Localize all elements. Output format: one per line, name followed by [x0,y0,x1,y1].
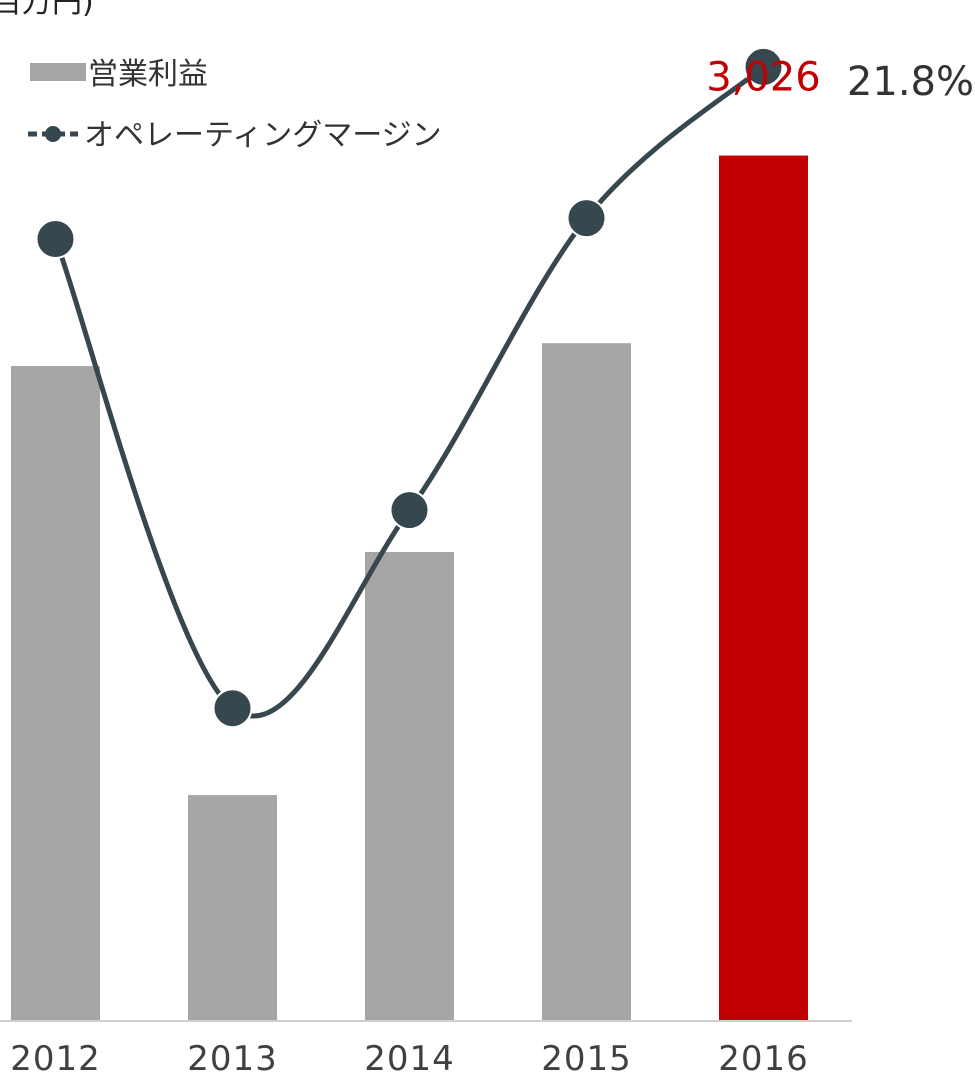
margin-point-2013 [212,688,253,729]
margin-point-2016 [743,46,784,87]
margin-line-series [35,46,784,729]
value-labels: 3,026 21.8% [706,55,974,105]
margin-point-2014 [389,490,430,531]
legend: 営業利益 オペレーティングマージン [28,57,442,153]
margin-line [53,65,766,719]
x-axis-ticks: 2012 2013 2014 2015 2016 [10,1039,809,1077]
x-tick-2013: 2013 [187,1039,278,1077]
x-tick-2016: 2016 [718,1039,809,1077]
margin-point-2015 [566,198,607,239]
legend-line-label: オペレーティングマージン [84,118,442,153]
legend-bar-label: 営業利益 [88,57,208,92]
margin-point-2012 [35,218,76,259]
x-tick-2012: 2012 [10,1039,101,1077]
bar-2013 [188,795,277,1021]
margin-value-label-2016: 21.8% [847,59,974,105]
unit-label: 百万円) [0,0,94,20]
bar-2012 [11,366,100,1021]
bars [11,155,808,1022]
x-tick-2014: 2014 [364,1039,455,1077]
bar-value-label-2016: 3,026 [706,55,821,101]
legend-bar-swatch [30,63,86,81]
bar-2016 [719,155,808,1022]
x-tick-2015: 2015 [541,1039,632,1077]
bar-2014 [365,551,454,1021]
legend-line-swatch [28,126,78,142]
bar-2015 [542,343,631,1021]
